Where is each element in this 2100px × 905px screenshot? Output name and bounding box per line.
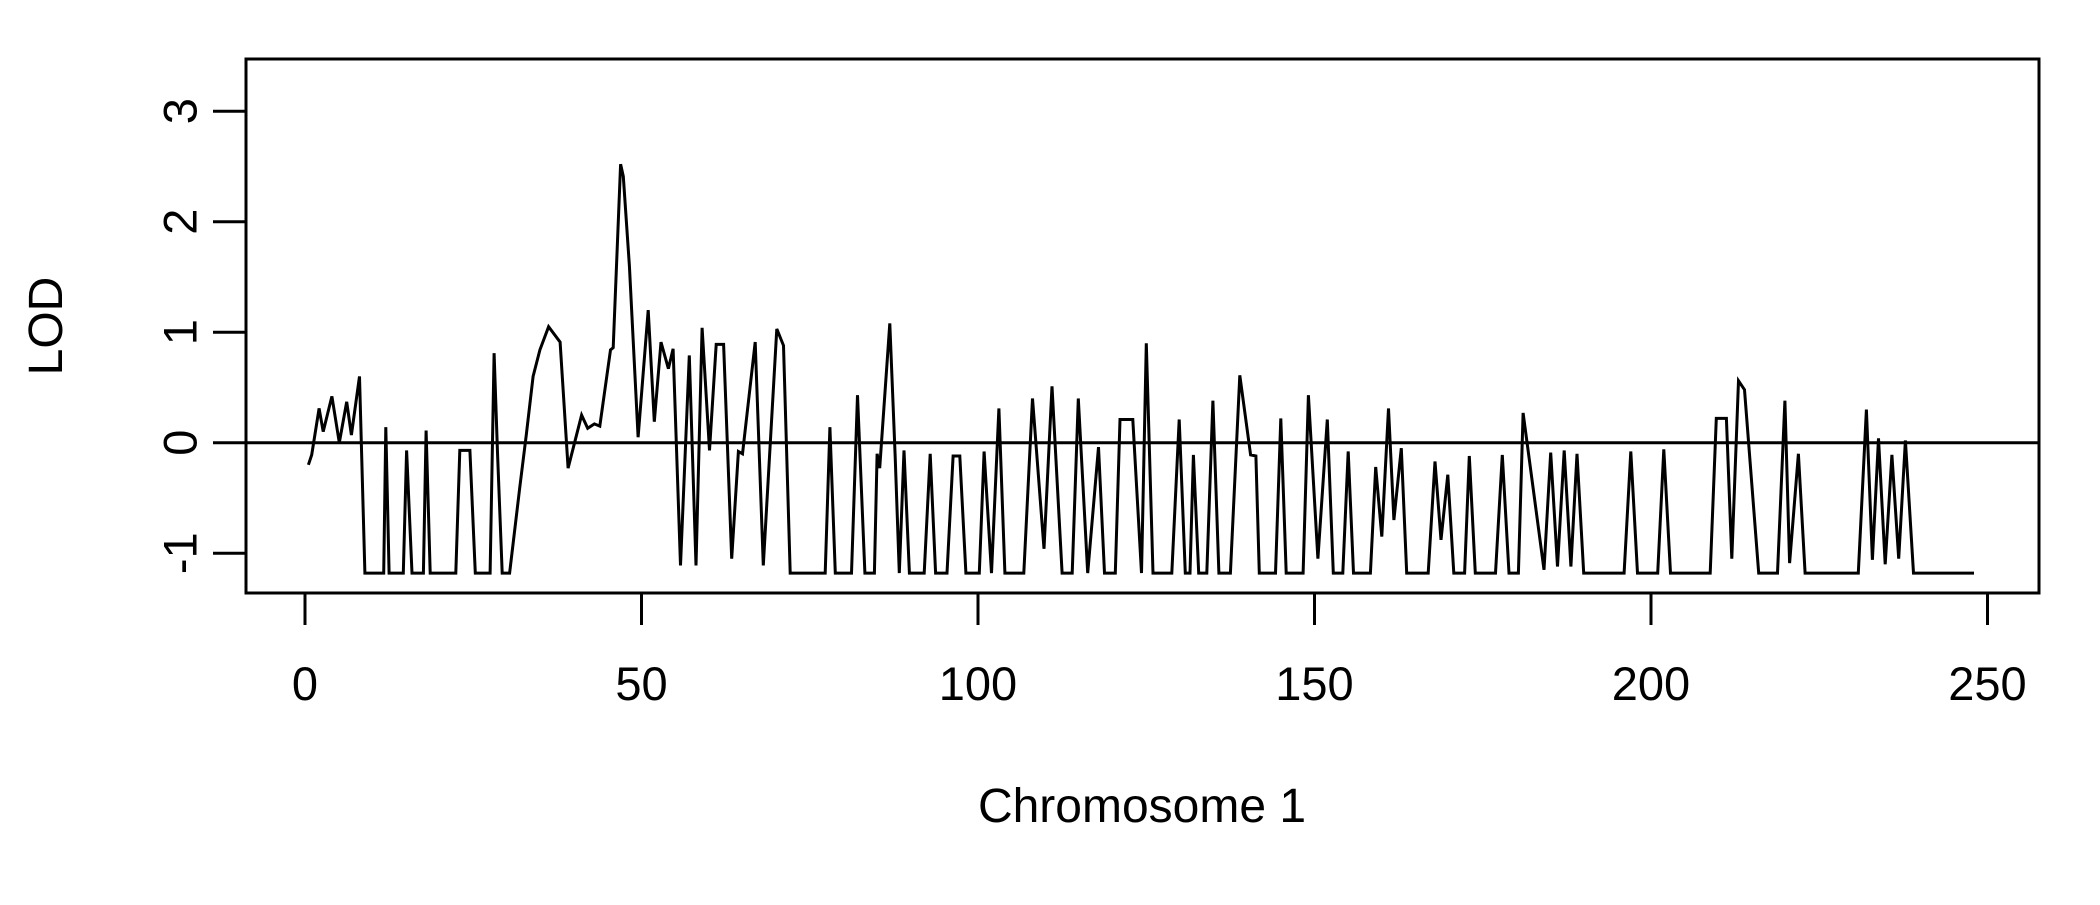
x-tick-label: 100 — [939, 657, 1017, 710]
x-tick-label: 250 — [1948, 657, 2026, 710]
y-axis: -1 0 1 2 3 — [154, 98, 246, 574]
x-tick-label: 200 — [1612, 657, 1690, 710]
x-tick-label: 0 — [292, 657, 318, 710]
lod-curve-line — [306, 163, 1974, 575]
x-tick-label: 150 — [1275, 657, 1353, 710]
x-tick-label: 50 — [615, 657, 667, 710]
x-axis: 0 50 100 150 200 250 — [292, 593, 2027, 710]
y-axis-title: LOD — [20, 277, 73, 376]
y-tick-label: 3 — [154, 98, 207, 124]
x-axis-title: Chromosome 1 — [978, 780, 1306, 833]
y-tick-label: -1 — [154, 532, 207, 574]
y-tick-label: 2 — [154, 209, 207, 235]
plot-frame — [244, 57, 2041, 595]
y-tick-label: 0 — [154, 430, 207, 456]
y-tick-label: 1 — [154, 319, 207, 345]
